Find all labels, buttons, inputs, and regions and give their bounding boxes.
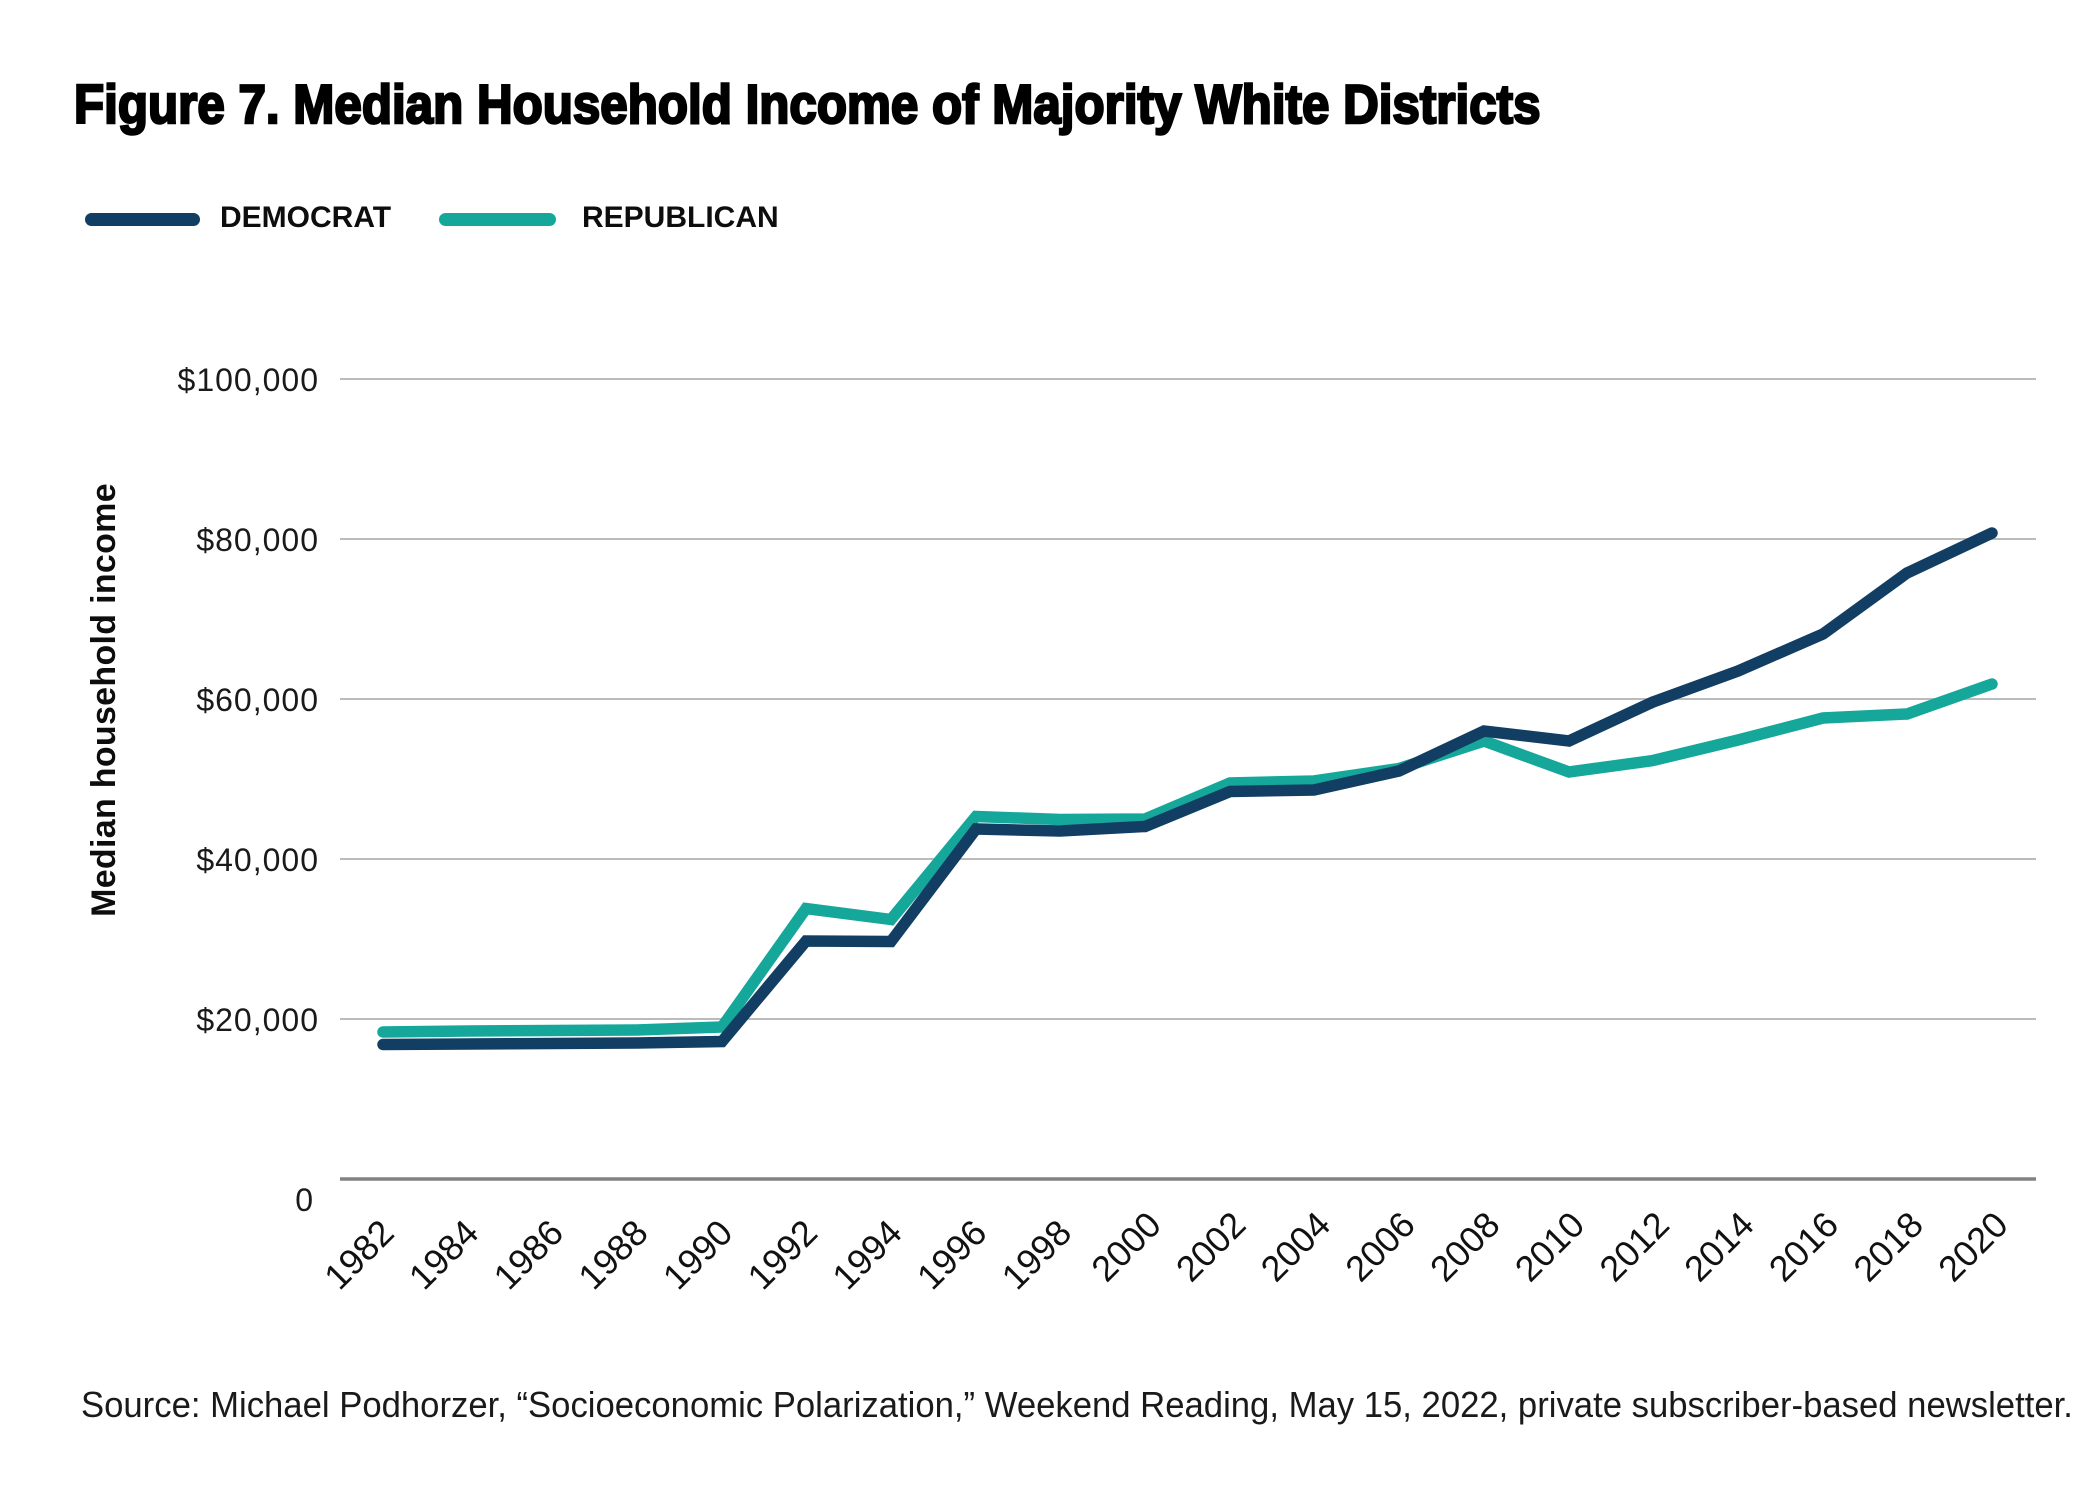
svg-text:2020: 2020 (1930, 1204, 2016, 1290)
svg-text:1984: 1984 (401, 1212, 487, 1298)
svg-text:2016: 2016 (1761, 1204, 1847, 1290)
svg-text:1998: 1998 (994, 1212, 1080, 1298)
svg-text:1986: 1986 (485, 1212, 571, 1298)
svg-text:2018: 2018 (1845, 1204, 1931, 1290)
svg-text:2000: 2000 (1083, 1204, 1169, 1290)
svg-text:1992: 1992 (739, 1212, 825, 1298)
svg-text:2008: 2008 (1422, 1204, 1508, 1290)
svg-text:2006: 2006 (1337, 1204, 1423, 1290)
svg-text:1988: 1988 (570, 1212, 656, 1298)
svg-text:2010: 2010 (1507, 1204, 1593, 1290)
svg-text:2002: 2002 (1168, 1204, 1254, 1290)
svg-text:2004: 2004 (1253, 1204, 1339, 1290)
svg-text:1996: 1996 (909, 1212, 995, 1298)
svg-text:2012: 2012 (1591, 1204, 1677, 1290)
svg-text:1994: 1994 (824, 1212, 910, 1298)
svg-text:2014: 2014 (1676, 1204, 1762, 1290)
svg-text:1990: 1990 (655, 1212, 741, 1298)
svg-text:1982: 1982 (316, 1212, 402, 1298)
